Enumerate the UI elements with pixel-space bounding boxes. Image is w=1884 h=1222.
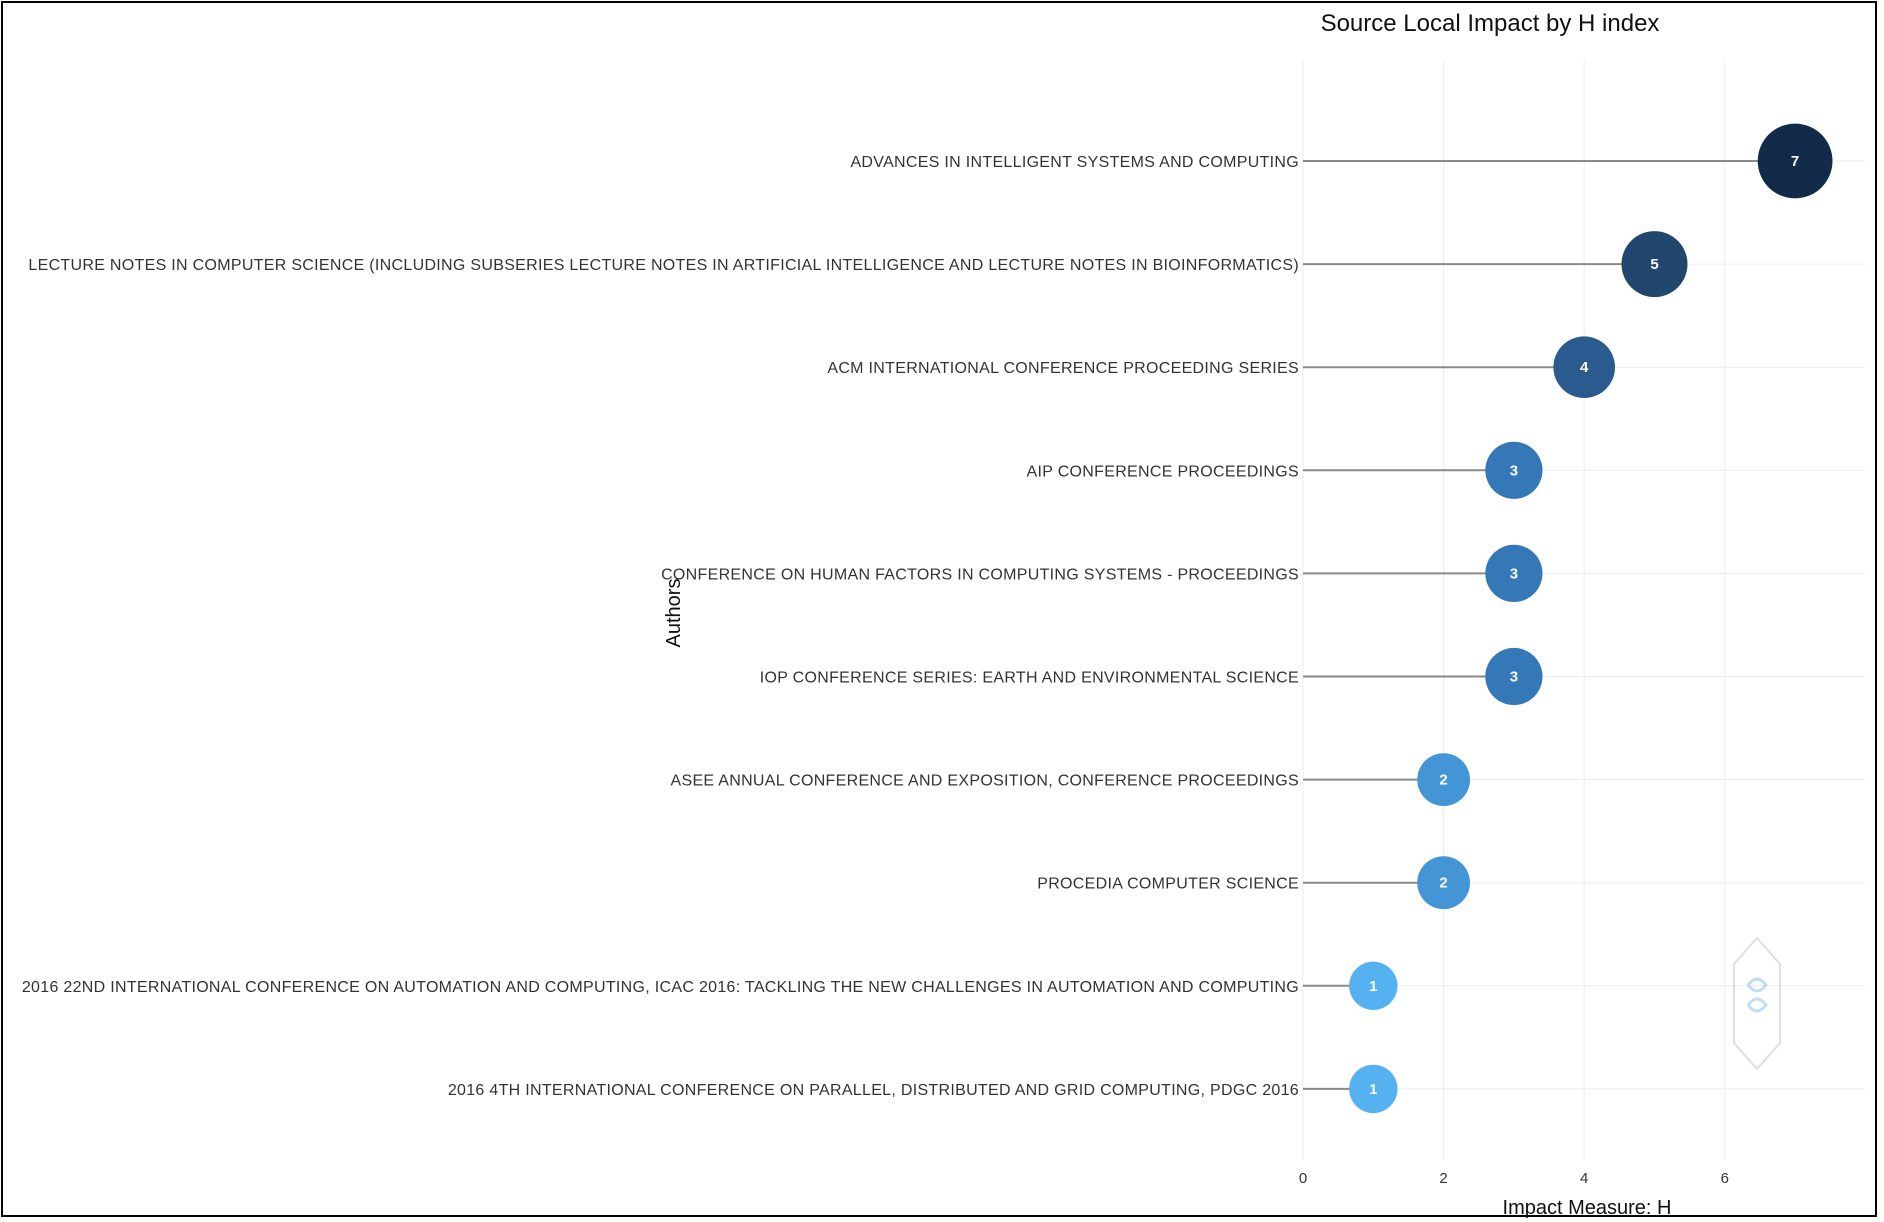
- category-label: ASEE ANNUAL CONFERENCE AND EXPOSITION, C…: [671, 773, 1300, 790]
- h-index-bubble: [1621, 231, 1688, 298]
- h-index-bubble: [1485, 441, 1543, 499]
- bubble-value-label: 3: [1510, 462, 1518, 479]
- category-label: AIP CONFERENCE PROCEEDINGS: [1027, 463, 1299, 480]
- chart-title: Source Local Impact by H index: [1321, 10, 1660, 37]
- category-labels: ADVANCES IN INTELLIGENT SYSTEMS AND COMP…: [22, 154, 1299, 1099]
- h-index-bubble: [1485, 647, 1543, 706]
- x-tick-label: 2: [1439, 1170, 1447, 1187]
- category-label: CONFERENCE ON HUMAN FACTORS IN COMPUTING…: [661, 566, 1299, 583]
- bubble-value-label: 2: [1439, 772, 1447, 789]
- y-axis-title: Authors: [663, 579, 685, 648]
- category-label: 2016 22ND INTERNATIONAL CONFERENCE ON AU…: [22, 979, 1299, 996]
- bubble-value-label: 7: [1791, 153, 1799, 170]
- bubble-value-label: 2: [1439, 875, 1447, 892]
- h-index-bubble: [1553, 336, 1615, 399]
- bubble-value-label: 1: [1369, 1081, 1377, 1098]
- h-index-bubble: [1485, 544, 1543, 603]
- x-axis-title: Impact Measure: H: [1503, 1197, 1672, 1219]
- bubble-value-label: 5: [1650, 256, 1658, 273]
- h-index-bubble: [1349, 961, 1398, 1010]
- x-tick-labels: 0 2 4 6: [1299, 1170, 1729, 1187]
- h-index-bubble: [1417, 856, 1470, 910]
- bubble-value-label: 1: [1369, 978, 1377, 995]
- h-index-bubble: [1349, 1064, 1398, 1114]
- category-label: IOP CONFERENCE SERIES: EARTH AND ENVIRON…: [760, 670, 1299, 687]
- x-tick-label: 6: [1721, 1170, 1729, 1187]
- watermark-logo: [1733, 936, 1781, 1071]
- x-tick-label: 0: [1299, 1170, 1307, 1187]
- x-tick-label: 4: [1580, 1170, 1588, 1187]
- category-label: 2016 4TH INTERNATIONAL CONFERENCE ON PAR…: [448, 1082, 1299, 1099]
- category-label: PROCEDIA COMPUTER SCIENCE: [1037, 876, 1299, 893]
- category-label: ADVANCES IN INTELLIGENT SYSTEMS AND COMP…: [850, 154, 1299, 171]
- bubble-value-label: 3: [1510, 565, 1518, 582]
- category-label: LECTURE NOTES IN COMPUTER SCIENCE (INCLU…: [28, 257, 1299, 274]
- h-index-bubble: [1757, 123, 1833, 199]
- category-label: ACM INTERNATIONAL CONFERENCE PROCEEDING …: [827, 360, 1299, 377]
- h-index-bubble: [1417, 753, 1470, 806]
- bubbles: 7 5 4 3 3 3 2 2 1 1: [1349, 123, 1833, 1114]
- bubble-value-label: 4: [1580, 359, 1589, 376]
- lollipop-stems: [1303, 160, 1796, 1090]
- bubble-value-label: 3: [1510, 669, 1518, 686]
